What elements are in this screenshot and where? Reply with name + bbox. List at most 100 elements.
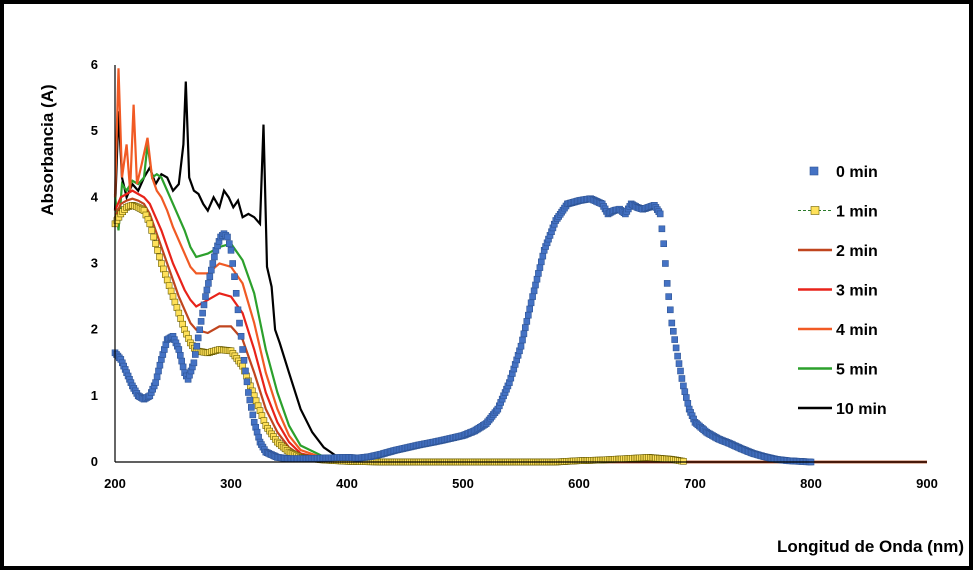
data-point <box>224 233 231 241</box>
data-point <box>666 306 674 314</box>
data-point <box>519 336 526 344</box>
data-point <box>154 247 161 254</box>
data-point <box>208 266 215 274</box>
x-tick-label: 400 <box>336 476 358 491</box>
data-point <box>660 240 668 247</box>
data-point <box>520 330 528 338</box>
y-tick-label: 4 <box>91 189 99 204</box>
data-point <box>178 357 185 365</box>
data-point <box>527 299 535 307</box>
data-point <box>232 289 240 297</box>
data-point <box>684 399 692 407</box>
data-point <box>682 394 690 401</box>
data-point <box>246 396 254 404</box>
legend-item: 3 min <box>798 283 878 300</box>
data-point <box>656 210 664 218</box>
data-point <box>167 287 175 295</box>
x-tick-label: 600 <box>568 476 590 491</box>
data-point <box>202 293 209 300</box>
data-point <box>192 351 199 358</box>
data-point <box>169 293 177 300</box>
x-tick-label: 200 <box>104 476 126 491</box>
legend-label: 0 min <box>836 164 878 181</box>
y-tick-label: 3 <box>91 256 98 271</box>
data-point <box>237 332 245 340</box>
series-3-min <box>113 189 927 464</box>
y-tick-label: 1 <box>91 388 98 403</box>
y-tick-label: 5 <box>91 123 98 138</box>
data-point <box>158 260 165 267</box>
data-point <box>177 315 184 322</box>
data-point <box>243 378 251 386</box>
series-1-min <box>111 202 687 466</box>
legend-label: 4 min <box>836 322 878 339</box>
data-point <box>153 373 161 381</box>
data-point <box>156 253 163 261</box>
data-point <box>249 411 257 419</box>
data-point <box>211 253 218 261</box>
axes-group <box>114 65 927 463</box>
data-point <box>240 356 248 364</box>
data-point <box>668 319 676 327</box>
data-point <box>669 327 677 335</box>
x-tick-label: 300 <box>220 476 242 491</box>
data-point <box>229 260 236 267</box>
data-point <box>152 379 159 386</box>
legend-item: 2 min <box>798 243 878 260</box>
data-point <box>150 233 157 241</box>
data-point <box>231 273 238 281</box>
data-point <box>179 363 187 371</box>
data-point <box>248 404 255 411</box>
data-point <box>529 293 536 300</box>
x-tick-label: 500 <box>452 476 474 491</box>
data-point <box>680 382 687 390</box>
legend-label: 1 min <box>836 204 878 221</box>
data-point <box>190 359 198 367</box>
series-line <box>113 197 927 464</box>
data-point <box>200 301 208 309</box>
data-point <box>203 286 211 294</box>
data-point <box>148 227 155 234</box>
legend-item: 1 min <box>798 204 878 221</box>
data-point <box>665 293 673 300</box>
data-point <box>155 367 162 375</box>
y-tick-label: 0 <box>91 454 98 469</box>
legend-marker <box>809 166 819 176</box>
data-point <box>175 309 183 317</box>
data-point <box>227 247 235 254</box>
data-point <box>530 287 538 295</box>
data-point <box>197 318 205 325</box>
data-point <box>539 252 547 260</box>
legend-item: 10 min <box>798 401 887 418</box>
data-point <box>179 320 186 328</box>
legend-label: 3 min <box>836 283 878 300</box>
x-axis-title: Longitud de Onda (nm) <box>777 537 964 556</box>
x-tick-label: 800 <box>800 476 822 491</box>
data-point <box>173 304 181 311</box>
data-point <box>163 276 171 284</box>
data-point <box>171 298 179 306</box>
data-point <box>681 388 689 396</box>
data-point <box>206 273 214 281</box>
data-point <box>533 275 541 283</box>
legend-marker <box>810 206 820 215</box>
data-point <box>146 220 154 228</box>
data-point <box>175 346 183 353</box>
data-point <box>196 326 203 334</box>
series-line <box>114 204 684 463</box>
data-point <box>675 360 683 367</box>
data-point <box>677 367 684 375</box>
data-point <box>177 351 184 359</box>
series-line <box>113 68 927 464</box>
legend-item: 4 min <box>798 322 878 339</box>
x-tick-label: 900 <box>916 476 938 491</box>
data-point <box>671 336 679 343</box>
data-point <box>537 258 545 266</box>
x-tick-label: 700 <box>684 476 706 491</box>
series-2-min <box>113 197 927 464</box>
data-point <box>165 282 173 289</box>
legend-label: 10 min <box>836 401 887 418</box>
data-point <box>524 311 532 319</box>
